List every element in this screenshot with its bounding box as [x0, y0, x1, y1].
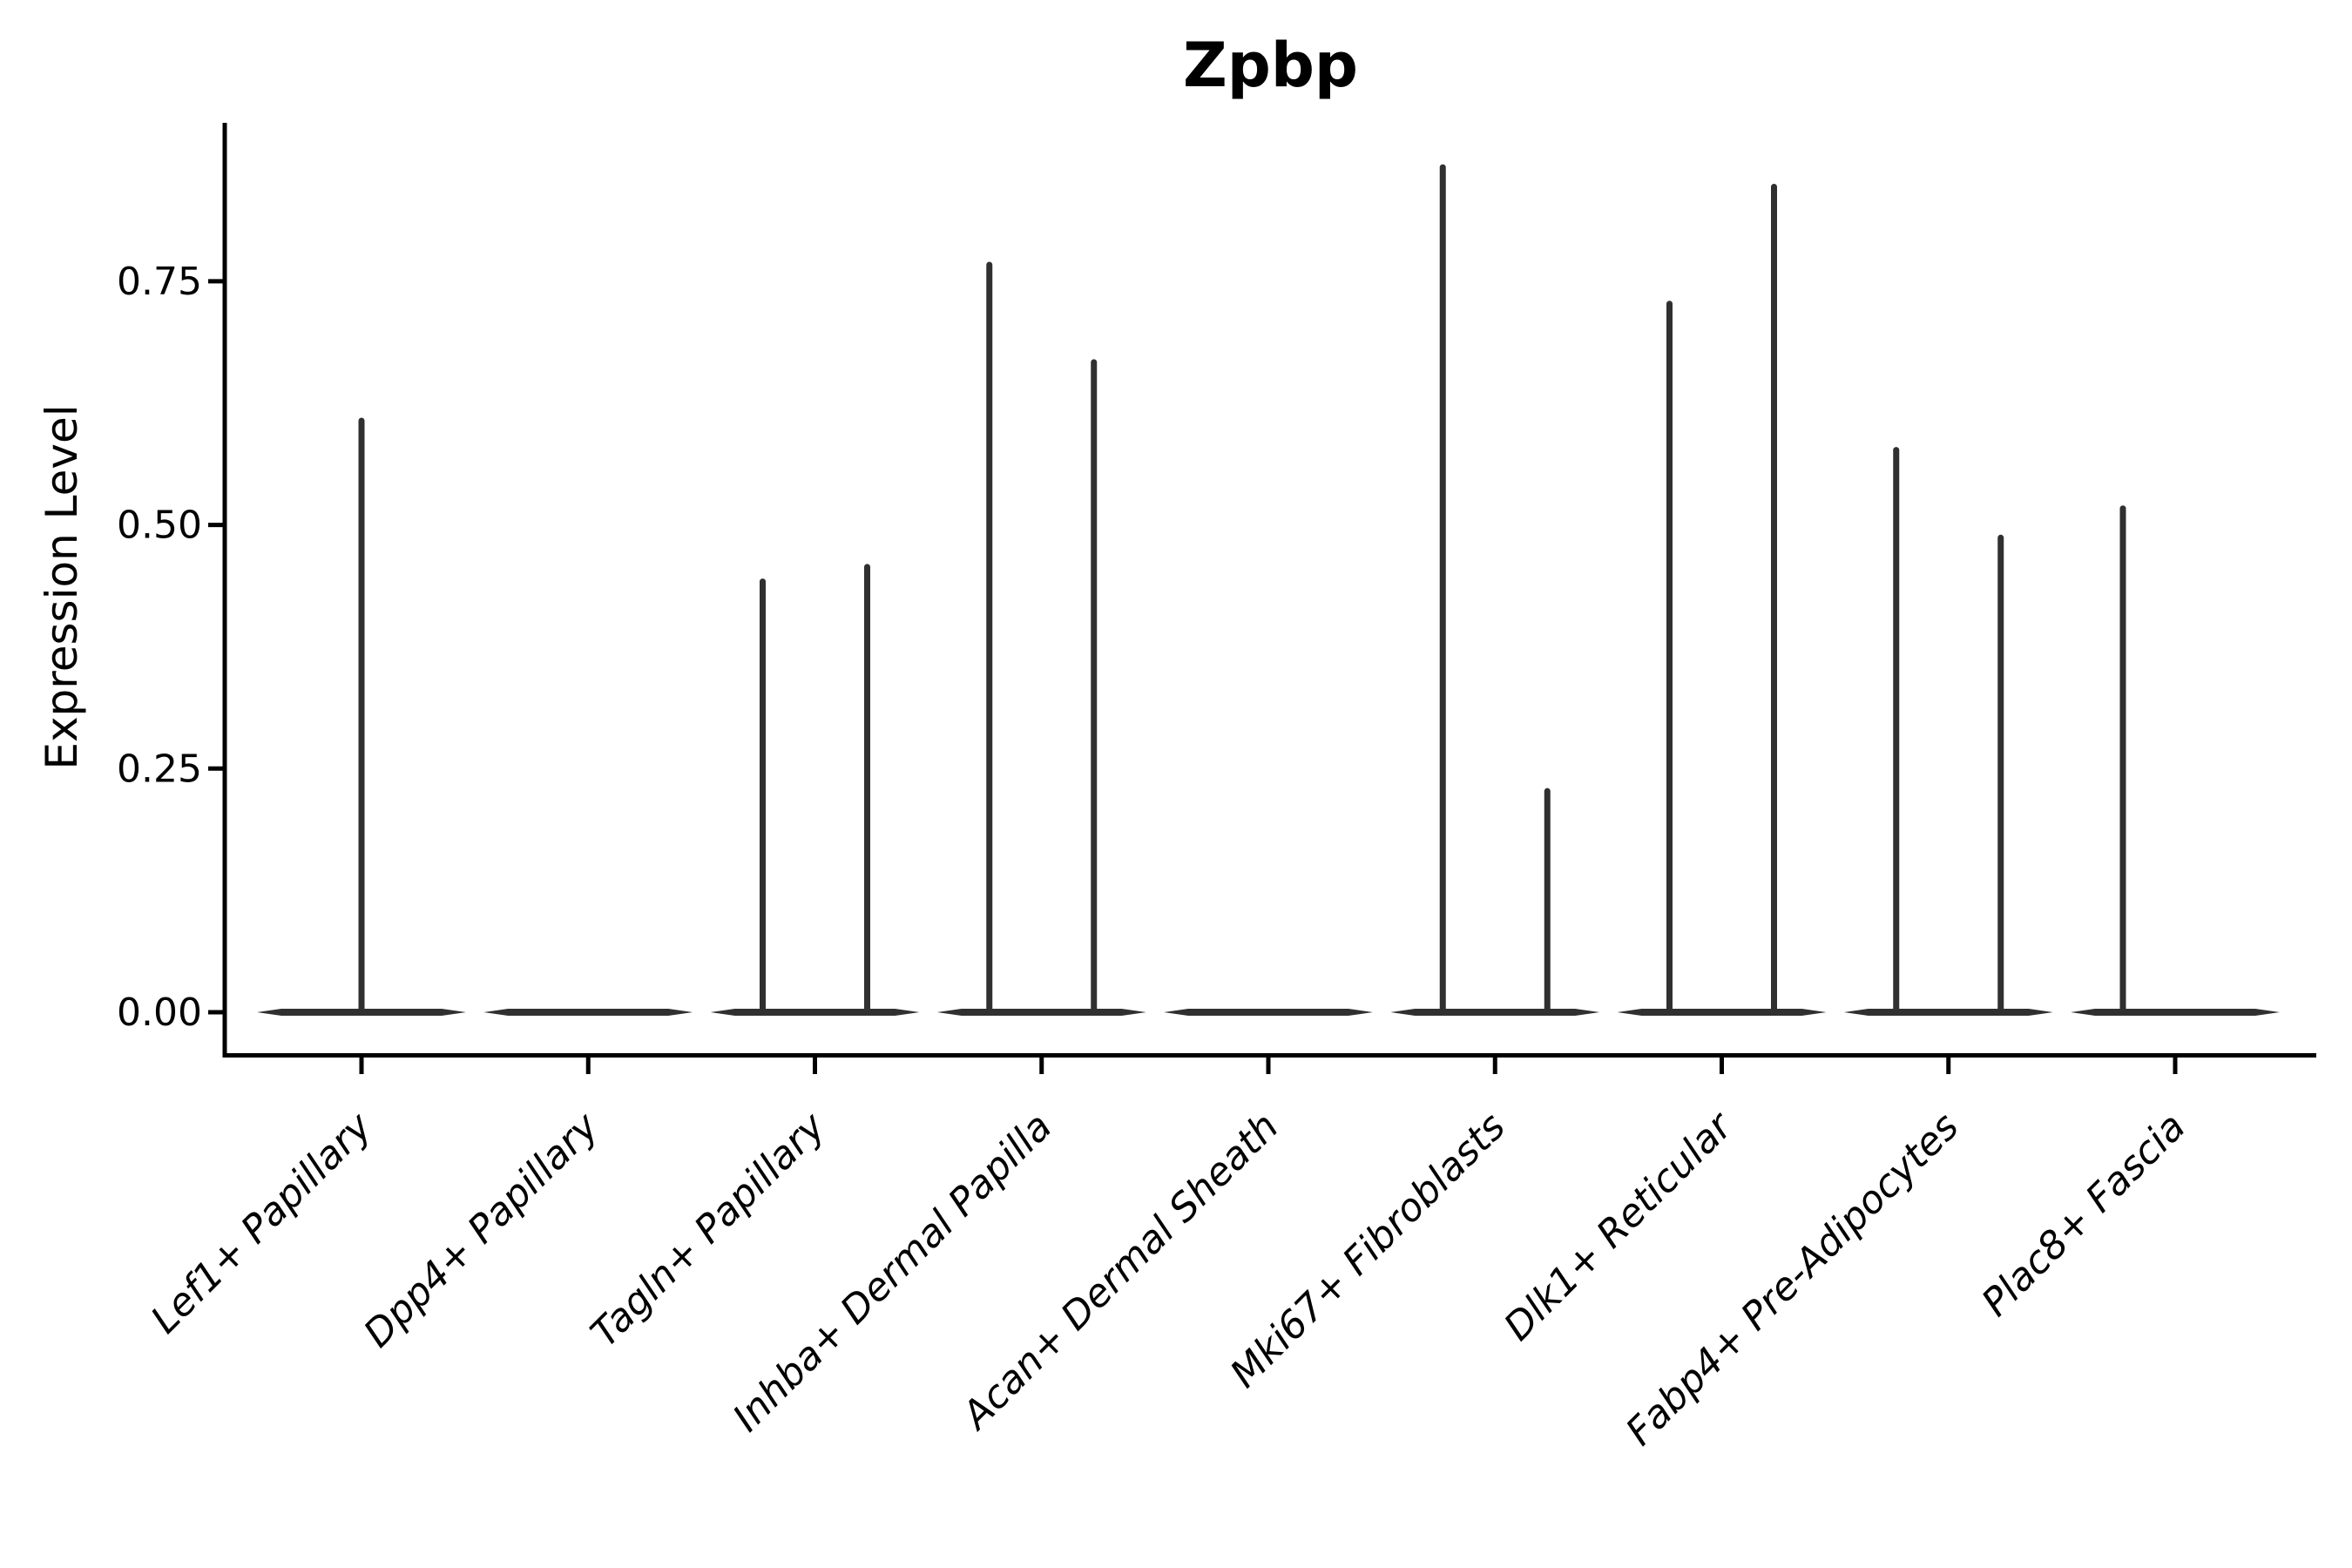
violin-base — [2071, 1009, 2280, 1016]
violin-base — [1617, 1009, 1827, 1016]
violin-base — [1390, 1009, 1600, 1016]
x-tick-label: Dlk1+ Reticular — [1496, 1103, 1742, 1349]
violin-base — [1843, 1009, 2053, 1016]
violin-base — [483, 1009, 693, 1016]
y-tick-label: 0.25 — [117, 747, 202, 791]
x-tick-label: Tagln+ Papillary — [583, 1104, 835, 1355]
x-tick-label: Plac8+ Fascia — [1973, 1105, 2193, 1325]
x-tick-label: Lef1+ Papillary — [143, 1104, 382, 1342]
violin-base — [1164, 1009, 1373, 1016]
y-tick-label: 0.00 — [117, 990, 202, 1035]
y-tick-label: 0.50 — [117, 504, 202, 548]
y-tick-label: 0.75 — [117, 260, 202, 304]
plot-title: Zpbp — [1182, 30, 1359, 101]
violin-base — [936, 1009, 1146, 1016]
x-tick-label: Dpp4+ Papillary — [355, 1104, 608, 1356]
violin-base — [710, 1009, 920, 1016]
